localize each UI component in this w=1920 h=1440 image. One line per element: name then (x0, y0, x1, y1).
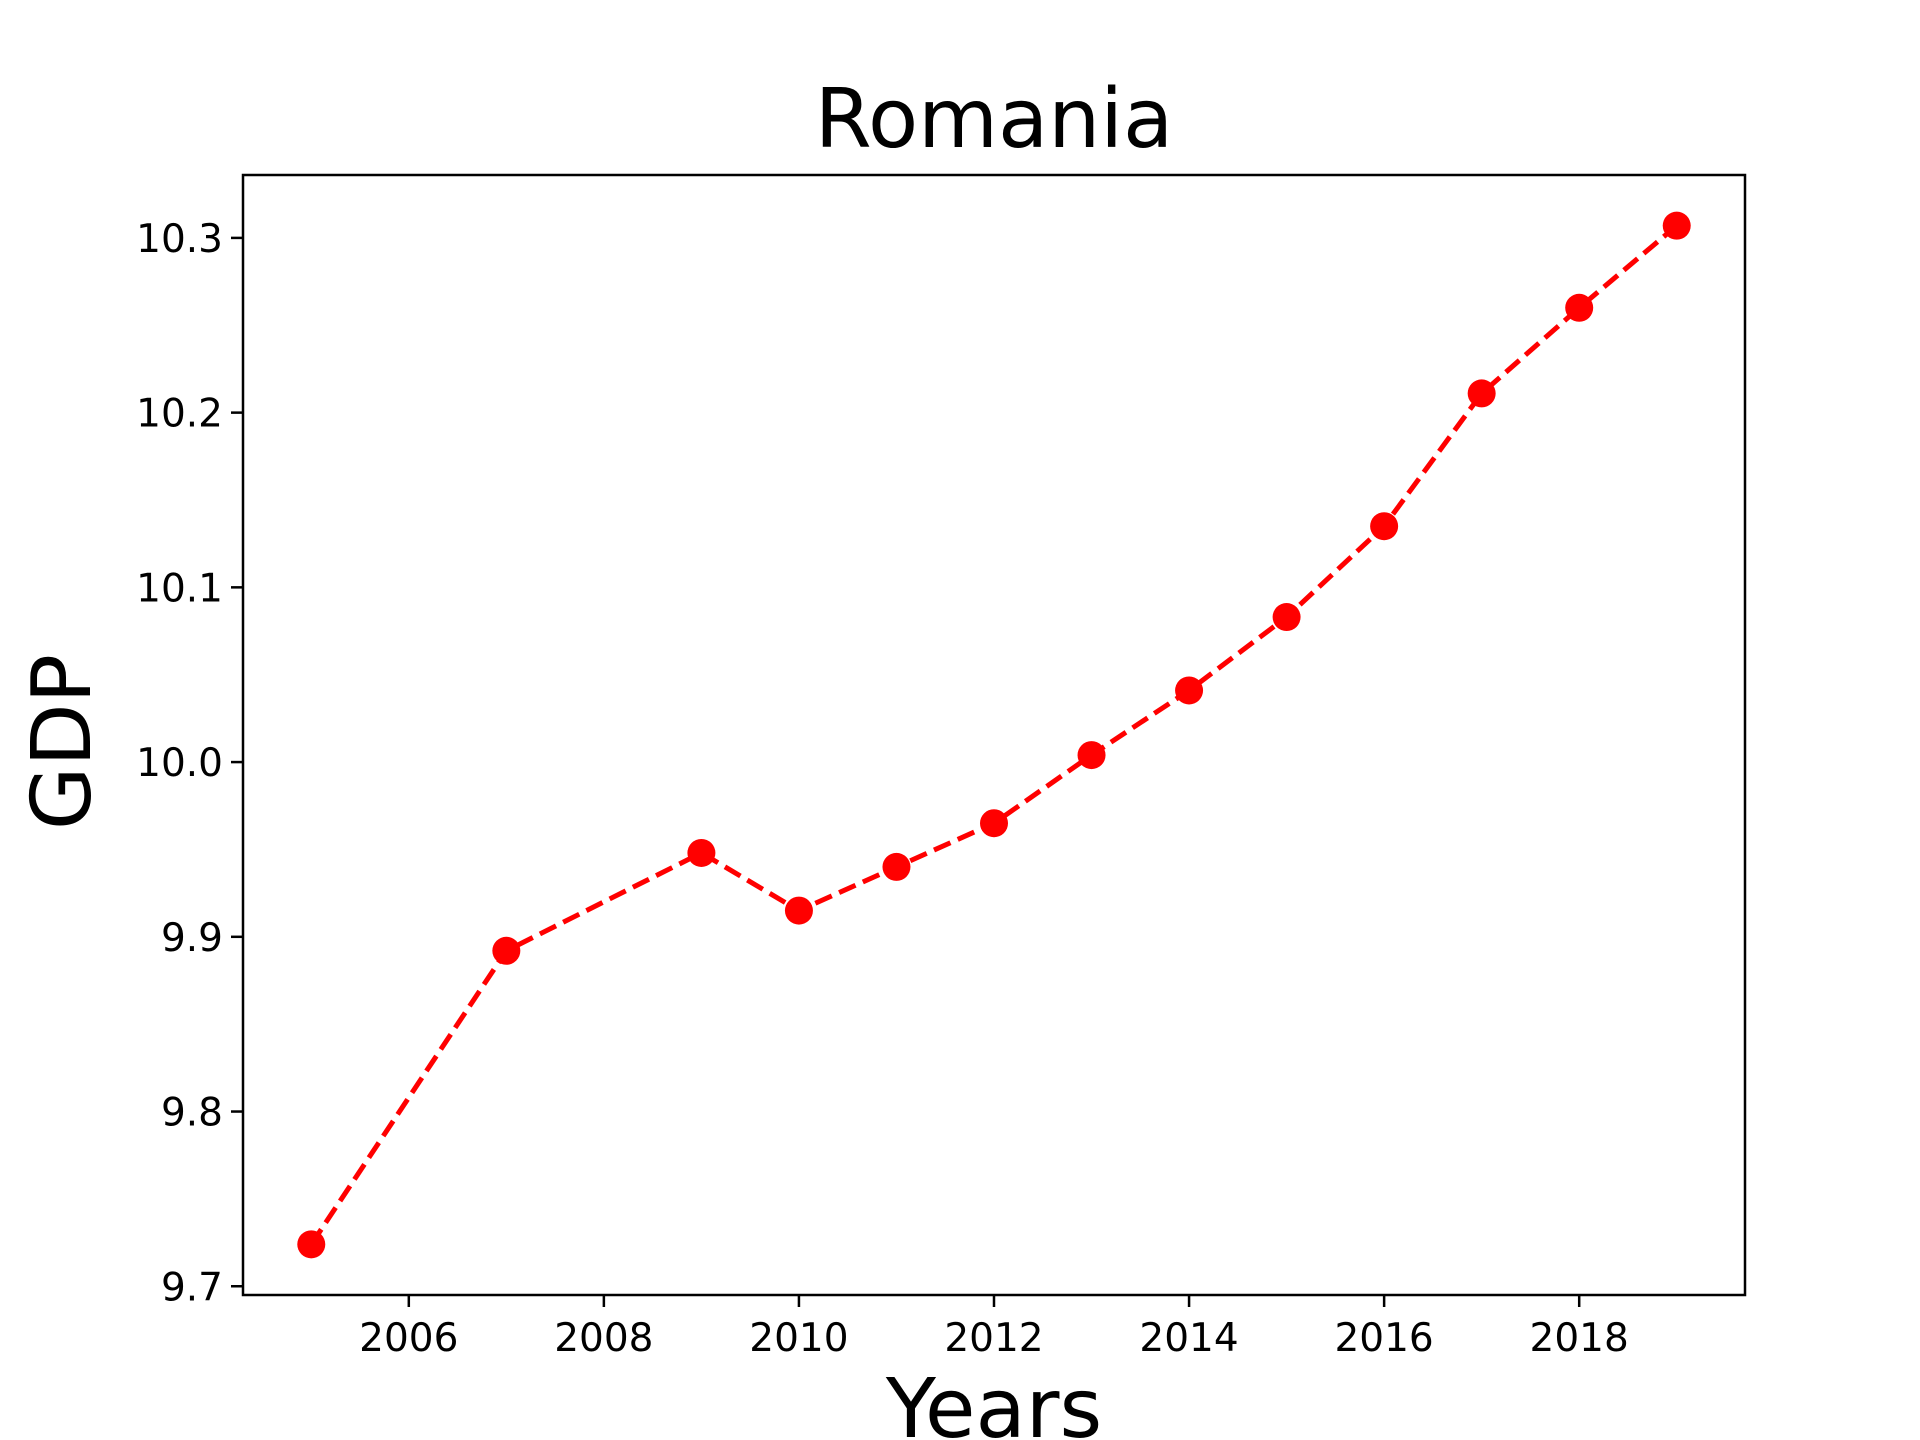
chart-title: Romania (815, 72, 1174, 167)
data-point (1467, 379, 1496, 408)
x-tick-label: 2008 (554, 1316, 653, 1361)
data-point (1565, 293, 1594, 322)
data-point (297, 1230, 326, 1259)
x-axis: 2006 2008 2010 2012 2014 2016 2018 (359, 1295, 1629, 1361)
x-tick-label: 2014 (1139, 1316, 1238, 1361)
data-point (687, 838, 716, 867)
data-point (1662, 211, 1691, 240)
y-tick-label: 9.9 (161, 916, 223, 961)
x-tick-label: 2010 (749, 1316, 848, 1361)
y-tick-label: 9.7 (161, 1265, 223, 1310)
y-tick-label: 10.3 (136, 217, 223, 262)
y-tick-label: 10.0 (136, 741, 223, 786)
y-tick-label: 9.8 (161, 1091, 223, 1136)
y-axis: 9.7 9.8 9.9 10.0 10.1 10.2 10.3 (136, 217, 243, 1310)
plot-area (241, 173, 1747, 1297)
series-line (309, 223, 1679, 1246)
data-point (1175, 676, 1204, 705)
data-point (784, 896, 813, 925)
y-axis-label: GDP (15, 654, 110, 830)
data-point (980, 809, 1008, 838)
x-tick-label: 2018 (1530, 1316, 1629, 1361)
y-tick-label: 10.1 (136, 566, 223, 611)
data-point (882, 852, 911, 881)
data-point (1077, 741, 1106, 770)
x-tick-label: 2006 (359, 1316, 458, 1361)
y-tick-label: 10.2 (136, 392, 223, 437)
x-tick-label: 2016 (1334, 1316, 1433, 1361)
plot-frame (241, 173, 1747, 1297)
x-axis-label: Years (885, 1362, 1102, 1440)
x-tick-label: 2012 (944, 1316, 1043, 1361)
data-point (1370, 512, 1399, 541)
data-point (492, 936, 521, 965)
data-point (1272, 603, 1301, 632)
